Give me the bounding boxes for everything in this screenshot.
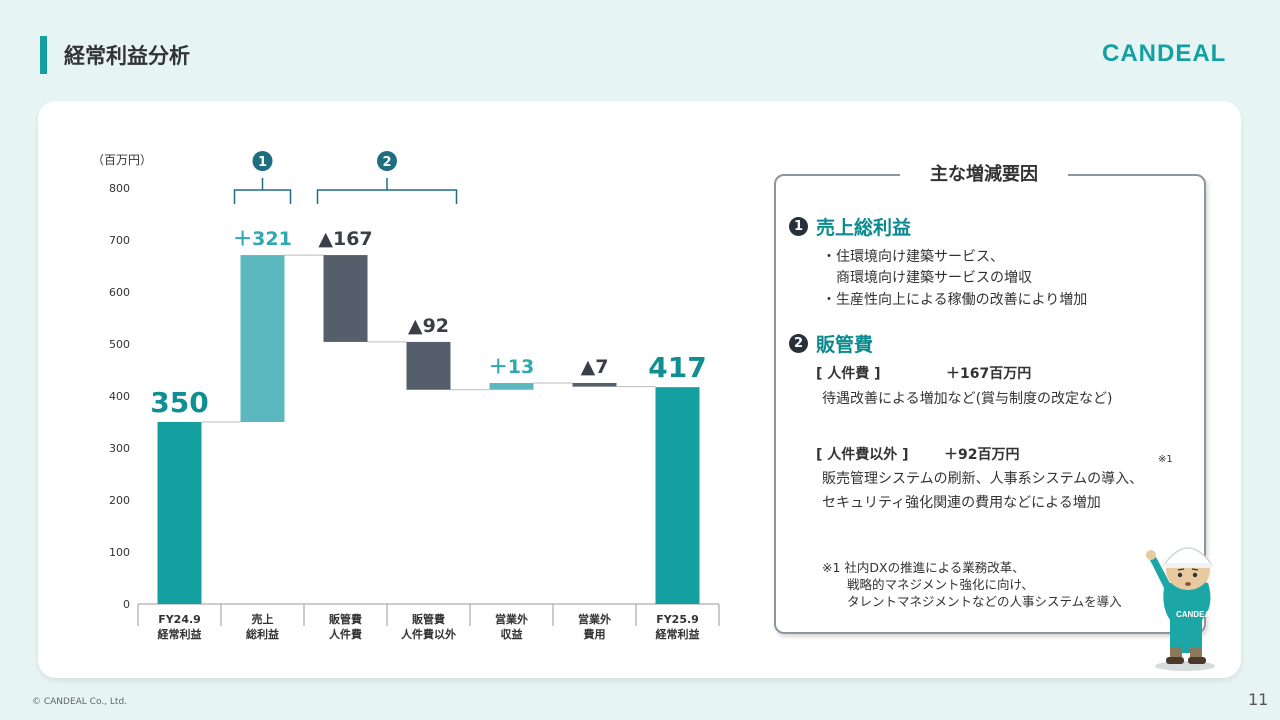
x-tick-label: 収益 <box>501 627 523 641</box>
bar-increase <box>489 383 534 390</box>
data-label: 350 <box>150 386 208 419</box>
bracket-number: 2 <box>382 155 391 170</box>
title-accent-bar <box>40 36 47 74</box>
bracket-line <box>233 189 292 204</box>
mascot-illustration: CANDEAL <box>1146 547 1215 671</box>
sub2-label: [ 人件費以外 ] <box>816 447 909 463</box>
section1-line3: ・生産性向上による稼働の改善により増加 <box>822 292 1088 308</box>
bracket-line <box>316 189 458 204</box>
bar-increase <box>240 255 285 422</box>
page-title: 経常利益分析 <box>64 44 190 68</box>
note-line3: タレントマネジメントなどの人事システムを導入 <box>822 594 1122 609</box>
data-label: ▲167 <box>318 228 372 250</box>
sub1-text: 待遇改善による増加など(賞与制度の改定など) <box>822 391 1113 407</box>
y-tick-label: 600 <box>109 286 130 299</box>
y-tick-label: 300 <box>109 442 130 455</box>
data-label: ▲92 <box>408 315 449 337</box>
x-tick-label: 人件費以外 <box>401 627 456 641</box>
bar-decrease <box>572 383 617 387</box>
section2-number: 2 <box>789 334 808 353</box>
data-label: 417 <box>648 351 706 384</box>
bar-decrease <box>323 255 368 342</box>
factors-panel <box>774 174 1206 634</box>
sub1-label: [ 人件費 ] <box>816 366 881 382</box>
footnote-marker: ※1 <box>1158 454 1173 465</box>
x-tick-label: 人件費 <box>329 627 362 641</box>
y-axis-label: （百万円） <box>92 153 152 167</box>
section1-title: 売上総利益 <box>816 217 912 239</box>
section1-line2: 商環境向け建築サービスの増収 <box>822 270 1032 286</box>
x-tick-label: 経常利益 <box>158 627 202 641</box>
x-tick-label: 営業外 <box>578 612 611 626</box>
x-tick-label: 販管費 <box>329 612 362 626</box>
x-tick-label: 経常利益 <box>656 627 700 641</box>
y-tick-label: 400 <box>109 390 130 403</box>
page-number: 11 <box>1248 690 1269 709</box>
sub2-value: ＋92百万円 <box>944 447 1020 463</box>
x-tick-label: FY24.9 <box>158 613 201 626</box>
x-tick-label: FY25.9 <box>656 613 699 626</box>
x-tick-label: 総利益 <box>246 627 279 641</box>
bracket-number-circle <box>377 151 397 171</box>
section1-heading: 1 売上総利益 <box>789 213 911 240</box>
section1-number: 1 <box>789 217 808 236</box>
section1-line1: ・住環境向け建築サービス、 <box>822 249 1004 265</box>
data-label: ＋321 <box>233 228 292 250</box>
svg-text:CANDEAL: CANDEAL <box>1176 610 1215 619</box>
sub1-value: ＋167百万円 <box>946 366 1032 382</box>
x-tick-label: 売上 <box>252 612 274 626</box>
bracket-number-circle <box>252 151 273 171</box>
note-line1: ※1 社内DXの推進による業務改革、 <box>822 560 1025 575</box>
note-line2: 戦略的マネジメント強化に向け、 <box>822 577 1034 592</box>
bracket-number: 1 <box>258 155 267 170</box>
y-tick-label: 800 <box>109 182 130 195</box>
section2-heading: 2 販管費 <box>789 330 873 357</box>
copyright: © CANDEAL Co., Ltd. <box>32 697 128 707</box>
y-tick-label: 0 <box>123 598 130 611</box>
x-tick-label: 販管費 <box>412 612 445 626</box>
y-tick-label: 500 <box>109 338 130 351</box>
bar-total <box>157 422 202 604</box>
y-tick-label: 200 <box>109 494 130 507</box>
bar-total <box>655 387 700 604</box>
x-tick-label: 営業外 <box>495 612 528 626</box>
section2-title: 販管費 <box>816 334 874 356</box>
data-label: ＋13 <box>489 356 534 378</box>
bar-decrease <box>406 341 451 390</box>
candeal-logo: CANDEAL <box>1102 40 1227 67</box>
x-tick-label: 費用 <box>583 627 606 641</box>
sub2-line2: セキュリティ強化関連の費用などによる増加 <box>822 495 1101 511</box>
sub2-line1: 販売管理システムの刷新、人事系システムの導入、 <box>822 471 1144 487</box>
y-tick-label: 100 <box>109 546 130 559</box>
panel-title: 主な増減要因 <box>900 160 1068 186</box>
y-tick-label: 700 <box>109 234 130 247</box>
data-label: ▲7 <box>581 356 609 378</box>
